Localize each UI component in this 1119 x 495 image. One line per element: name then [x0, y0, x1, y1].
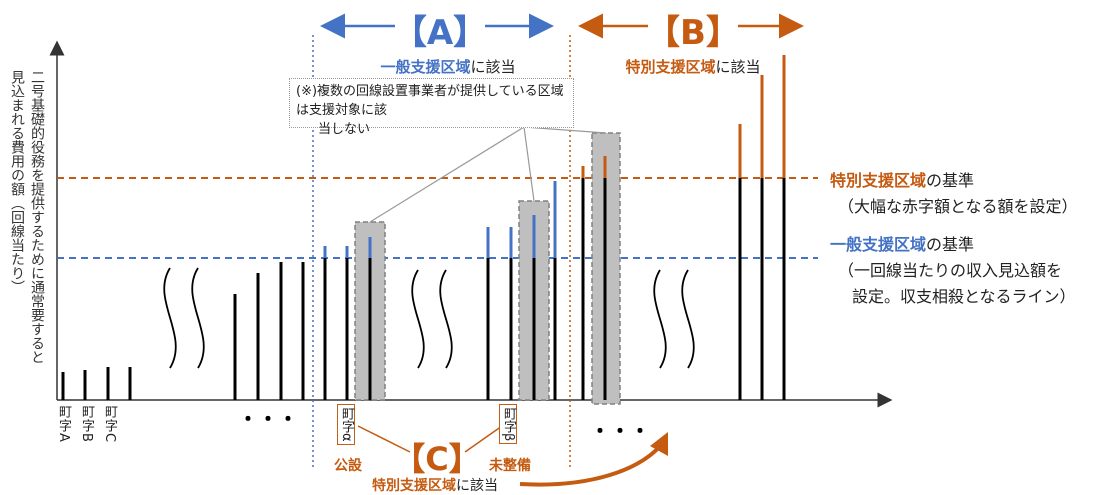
bar-group-middle [233, 262, 305, 400]
special-area-prefix: 特別支援区域 [625, 58, 715, 76]
break-marks-3 [653, 269, 695, 369]
bar-group-b-left [581, 156, 607, 400]
break-mark [411, 269, 425, 369]
callout-line-b [523, 126, 607, 134]
curved-arrow-head [650, 432, 668, 456]
general-standard-heading: 一般支援区域の基準 [830, 235, 974, 254]
general-area-prefix: 一般支援区域 [380, 58, 470, 76]
general-area-suffix: に該当 [471, 58, 516, 76]
general-standard-desc2: 設定。収支相殺となるライン） [852, 287, 1076, 306]
c-connector-right [464, 425, 503, 453]
break-mark [439, 269, 453, 369]
special-area-suffix: に該当 [716, 58, 761, 76]
break-marks-1 [163, 267, 205, 369]
bar-group-a-right [486, 181, 557, 400]
label-a: 【A】 [393, 13, 487, 53]
note-box [289, 78, 574, 128]
callout-line-beta [523, 126, 535, 202]
break-mark [653, 269, 667, 369]
label-c: 【C】 [393, 440, 481, 478]
town-label-a: 町字A [56, 405, 71, 443]
unmaintained-label: 未整備 [489, 457, 531, 474]
town-label-b: 町字B [79, 405, 94, 443]
special-standard-desc: （大幅な赤字額となる額を設定） [838, 197, 1078, 216]
general-standard-suffix: の基準 [926, 235, 974, 254]
special-standard-suffix: の基準 [926, 171, 974, 190]
c-connector-left [357, 425, 411, 453]
note-line1: (※)複数の回線設置事業者が提供している区域は支援対象に該 [296, 84, 564, 118]
note-line2: 当しない [318, 122, 371, 137]
ellipsis-b: ・・・ [590, 419, 650, 443]
c-special-suffix: に該当 [456, 478, 498, 494]
bar-group-a-left [323, 237, 372, 400]
bar-group-b-right [738, 55, 786, 400]
special-area-heading: 特別支援区域に該当 [625, 58, 760, 76]
break-mark [681, 269, 695, 369]
break-marks-2 [411, 269, 453, 369]
y-axis-caption-col2: 見込まれる費用の額（回線当たり） [9, 70, 25, 294]
general-area-heading: 一般支援区域に該当 [380, 58, 515, 76]
c-special-prefix: 特別支援区域 [372, 477, 456, 494]
general-standard-prefix: 一般支援区域 [830, 235, 926, 254]
y-axis-caption-col1: 二号基礎的役務を提供するために通常要すると [29, 70, 45, 364]
town-label-c: 町字C [102, 405, 117, 444]
c-special-heading: 特別支援区域に該当 [372, 477, 498, 494]
public-label: 公設 [334, 457, 363, 474]
break-mark [191, 267, 205, 369]
note-text: (※)複数の回線設置事業者が提供している区域は支援対象に該 当しない [296, 82, 576, 139]
ellipsis-middle: ・・・ [238, 407, 298, 431]
curved-arrow-to-b [519, 442, 664, 487]
break-mark [163, 267, 177, 369]
special-standard-prefix: 特別支援区域 [830, 171, 926, 190]
bar-group-left [61, 367, 132, 400]
special-standard-heading: 特別支援区域の基準 [830, 171, 974, 190]
town-label-alpha: 町字α [337, 404, 355, 445]
town-label-beta: 町字β [499, 404, 517, 445]
label-b: 【B】 [646, 13, 740, 53]
callout-line-alpha [369, 126, 525, 223]
general-standard-desc1: （一回線当たりの収入見込額を [838, 261, 1062, 280]
